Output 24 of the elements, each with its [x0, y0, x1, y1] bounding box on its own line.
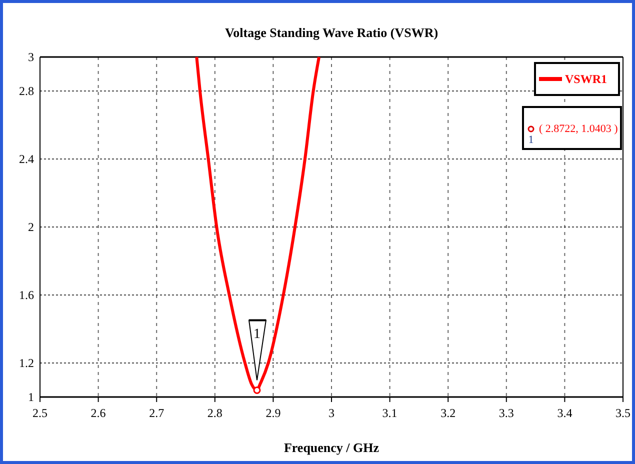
x-tick-label: 2.6 [90, 406, 106, 420]
x-tick-label: 2.7 [149, 406, 164, 420]
x-tick-label: 3.1 [382, 406, 398, 420]
y-tick-label: 2.4 [19, 152, 34, 166]
x-tick-label: 3.4 [557, 406, 572, 420]
x-tick-label: 3 [328, 406, 334, 420]
text: 1 [528, 134, 534, 146]
x-tick-label: 2.8 [207, 406, 222, 420]
x-tick-label: 2.9 [266, 406, 281, 420]
x-axis-title: Frequency / GHz [284, 440, 380, 455]
x-tick-label: 3.3 [498, 406, 514, 420]
chart-title: Voltage Standing Wave Ratio (VSWR) [224, 25, 438, 40]
y-tick-label: 1.2 [19, 356, 34, 370]
y-tick-label: 2.8 [19, 84, 34, 98]
legend-label: VSWR1 [565, 72, 608, 86]
y-tick-label: 2 [28, 220, 34, 234]
y-tick-label: 1.6 [19, 288, 34, 302]
annotation: 1 [253, 327, 260, 342]
y-tick-label: 3 [28, 50, 34, 64]
y-tick-label: 1 [28, 390, 34, 404]
x-tick-label: 3.5 [616, 406, 630, 420]
annotation: ( 2.8722, 1.0403 ) [539, 123, 618, 135]
x-tick-label: 3.2 [440, 406, 456, 420]
x-tick-label: 2.5 [32, 406, 48, 420]
